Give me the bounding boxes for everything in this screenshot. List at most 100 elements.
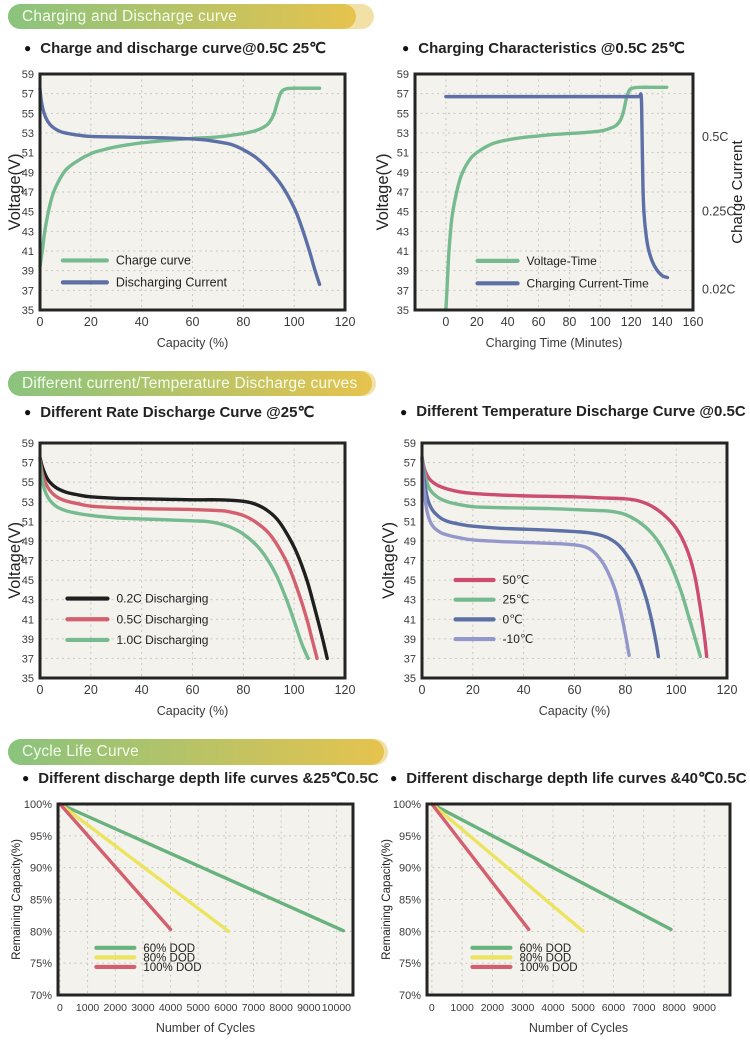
y-tick-label: 43 bbox=[404, 595, 416, 607]
y-tick-label: 47 bbox=[404, 556, 416, 568]
x-tick-label: 4000 bbox=[159, 1002, 183, 1014]
y-tick-label: 39 bbox=[397, 266, 409, 278]
x-tick-label: 8000 bbox=[269, 1002, 293, 1014]
chart-title-text: Different discharge depth life curves &2… bbox=[38, 770, 379, 787]
y-axis-label: Voltage(V) bbox=[376, 153, 392, 230]
y-tick-label: 43 bbox=[22, 226, 34, 238]
y-tick-label: 55 bbox=[404, 477, 416, 489]
y-tick-label: 41 bbox=[397, 246, 409, 258]
y-axis-label: Remaining Capacity(%) bbox=[381, 839, 393, 960]
y-tick-label: 47 bbox=[397, 187, 409, 199]
x-tick-label: 1000 bbox=[450, 1002, 474, 1014]
series-1-0c-discharging bbox=[38, 458, 310, 661]
x-tick-label: 40 bbox=[517, 683, 531, 697]
y-tick-label: 95% bbox=[30, 831, 52, 843]
x-tick-label: 7000 bbox=[242, 1002, 266, 1014]
banner-text: Charging and Discharge curve bbox=[22, 7, 237, 25]
y-axis-label: Voltage(V) bbox=[8, 522, 24, 599]
x-tick-label: 20 bbox=[84, 315, 98, 329]
section-banner-current-temperature: Different current/Temperature Discharge … bbox=[8, 371, 376, 396]
y-tick-label: 57 bbox=[22, 458, 34, 470]
y-tick-label: 57 bbox=[22, 89, 34, 101]
x-tick-label: 80 bbox=[236, 315, 250, 329]
y-tick-label: 43 bbox=[397, 226, 409, 238]
legend-label: Discharging Current bbox=[116, 275, 228, 289]
y-tick-label: 49 bbox=[404, 536, 416, 548]
bullet-icon: ● bbox=[24, 405, 32, 419]
chart-title-life-25c: ● Different discharge depth life curves … bbox=[22, 769, 379, 787]
legend-label: Voltage-Time bbox=[527, 254, 598, 268]
banner-text: Different current/Temperature Discharge … bbox=[22, 374, 358, 392]
y-tick-label: 45 bbox=[397, 207, 409, 219]
y-tick-label: 75% bbox=[399, 958, 421, 970]
chart-title-rate-discharge: ● Different Rate Discharge Curve @25℃ bbox=[24, 403, 314, 421]
y-tick-label: 85% bbox=[30, 895, 52, 907]
bullet-icon: ● bbox=[22, 771, 30, 785]
series-0-2c-discharging bbox=[38, 455, 329, 661]
chart-temperature-discharge-curve: 0 20 40 60 80 100 120 35 37 39 41 43 45 47 49 51 53 55 57 5… bbox=[382, 438, 737, 718]
x-tick-label: 7000 bbox=[632, 1002, 656, 1014]
y-tick-label: 35 bbox=[22, 305, 34, 317]
banner-label: Charging and Discharge curve bbox=[8, 4, 356, 29]
y-tick-label: 35 bbox=[22, 673, 34, 685]
legend-label: 0.2C Discharging bbox=[116, 592, 208, 606]
x-tick-label: 2000 bbox=[104, 1002, 128, 1014]
y-tick-label: 37 bbox=[22, 285, 34, 297]
y-tick-label: 49 bbox=[22, 536, 34, 548]
banner-text: Cycle Life Curve bbox=[22, 743, 139, 760]
series-0-5c-discharging bbox=[38, 457, 319, 661]
chart-life-curves-40c: 0 1000 2000 3000 4000 5000 6000 7000 8000 9000 70%… bbox=[381, 799, 732, 1035]
series-charging-current-time bbox=[444, 92, 670, 280]
x-axis-label: Capacity (%) bbox=[157, 336, 229, 350]
x-tick-label: 20 bbox=[470, 315, 484, 329]
chart-title-text: Different Temperature Discharge Curve @0… bbox=[416, 403, 746, 420]
x-tick-label: 120 bbox=[335, 683, 356, 697]
section-banner-charging-discharge: Charging and Discharge curve bbox=[8, 4, 374, 29]
y-tick-label: 55 bbox=[397, 108, 409, 120]
legend-label: Charging Current-Time bbox=[527, 276, 650, 290]
series-50- bbox=[420, 455, 709, 659]
y-tick-label: 51 bbox=[22, 148, 34, 160]
y-tick-label: 39 bbox=[22, 266, 34, 278]
y-tick-label: 41 bbox=[22, 246, 34, 258]
x-tick-label: 100 bbox=[666, 683, 687, 697]
legend-label: 1.0C Discharging bbox=[116, 633, 208, 647]
y-tick-label: 53 bbox=[22, 128, 34, 140]
y-tick-label: 39 bbox=[22, 634, 34, 646]
y-tick-label: 37 bbox=[397, 285, 409, 297]
y-tick-label: 45 bbox=[404, 575, 416, 587]
y-tick-label: 41 bbox=[22, 614, 34, 626]
y-tick-label: 80% bbox=[399, 926, 421, 938]
x-tick-label: 100 bbox=[284, 315, 305, 329]
series-80-dod bbox=[58, 802, 231, 934]
y-tick-label: 51 bbox=[397, 148, 409, 160]
x-tick-label: 140 bbox=[652, 315, 673, 329]
x-tick-label: 6000 bbox=[214, 1002, 238, 1014]
legend-label: 0.5C Discharging bbox=[116, 612, 208, 626]
y-tick-label: 37 bbox=[22, 653, 34, 665]
y-tick-label: 80% bbox=[30, 926, 52, 938]
series-voltage-time bbox=[444, 85, 669, 312]
y-tick-label: 57 bbox=[404, 458, 416, 470]
y-tick-label: 59 bbox=[397, 69, 409, 81]
plot-area bbox=[58, 804, 353, 995]
x-axis-label: Capacity (%) bbox=[539, 704, 611, 718]
x-tick-label: 40 bbox=[135, 315, 149, 329]
x-axis-label: Number of Cycles bbox=[156, 1021, 255, 1035]
y-tick-label: 47 bbox=[22, 187, 34, 199]
legend-label: -10℃ bbox=[503, 632, 534, 646]
x-tick-label: 1000 bbox=[76, 1002, 100, 1014]
chart-charging-characteristics: 0 20 40 60 80 100 120 140 160 35 37 39 41 43 45 47 49 51 5… bbox=[376, 69, 746, 350]
x-tick-label: 0 bbox=[37, 683, 44, 697]
y-tick-label: 55 bbox=[22, 477, 34, 489]
series-100-dod bbox=[58, 802, 173, 932]
series-80-dod bbox=[430, 802, 585, 934]
series-25- bbox=[420, 455, 703, 659]
x-axis-label: Number of Cycles bbox=[529, 1021, 628, 1035]
banner-label: Different current/Temperature Discharge … bbox=[8, 371, 372, 396]
legend-label: 0℃ bbox=[503, 612, 523, 626]
y-tick-label: 70% bbox=[30, 990, 52, 1002]
chart-rate-discharge-curve: 0 20 40 60 80 100 120 35 37 39 41 43 45 47 49 51 53 55 57 5… bbox=[8, 438, 356, 718]
y-tick-label: 70% bbox=[399, 990, 421, 1002]
y-tick-label: 47 bbox=[22, 556, 34, 568]
